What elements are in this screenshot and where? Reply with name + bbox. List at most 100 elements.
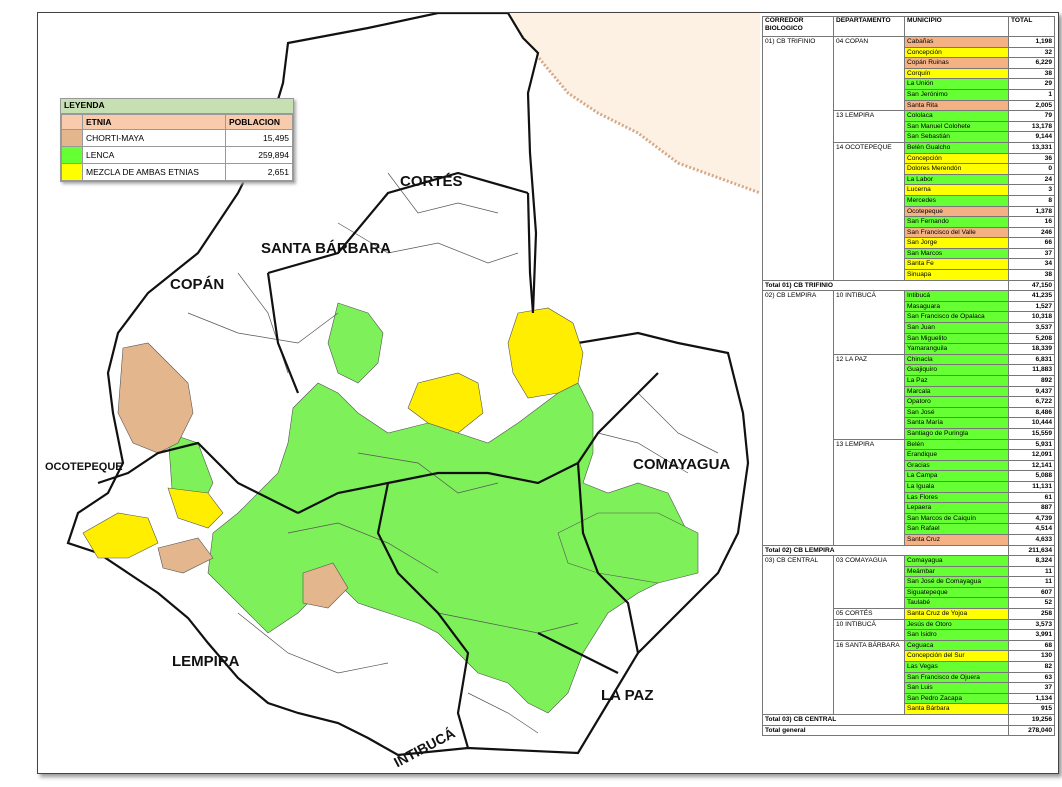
legend-row: MEZCLA DE AMBAS ETNIAS 2,651: [61, 163, 293, 181]
legend-label: CHORTI-MAYA: [82, 129, 226, 147]
municipio-cell: La Labor: [904, 173, 1009, 186]
department-cell: 13 LEMPIRA: [833, 438, 905, 546]
total-cell: 11,883: [1008, 364, 1055, 376]
lenca-region-north: [327, 302, 384, 384]
total-cell: 258: [1008, 608, 1055, 620]
municipio-cell: San Jerónimo: [904, 88, 1009, 101]
total-cell: 32: [1008, 46, 1055, 59]
total-cell: 9,437: [1008, 385, 1055, 398]
municipio-cell: San José: [904, 406, 1009, 419]
municipio-cell: Concepción: [904, 46, 1009, 59]
municipio-cell: Lucerna: [904, 184, 1009, 196]
municipio-cell: Dolores Merendón: [904, 163, 1009, 175]
municipio-cell: Concepción: [904, 152, 1009, 165]
map-figure: CORTÉS SANTA BÁRBARA COPÁN OCOTEPEQUE CO…: [37, 12, 1059, 774]
total-cell: 10,318: [1008, 311, 1055, 324]
table-row: 12 LA PAZ Chinacla 6,831: [763, 353, 1055, 440]
total-cell: 1,198: [1008, 36, 1055, 48]
municipio-cell: La Unión: [904, 78, 1009, 90]
municipio-cell: San Manuel Colohete: [904, 120, 1009, 133]
department-cell: 10 INTIBUCÁ: [833, 618, 905, 641]
legend-label: MEZCLA DE AMBAS ETNIAS: [82, 163, 226, 181]
table-row: Santiago de Puringla 15,559: [763, 427, 1055, 440]
legend-row: LENCA 259,894: [61, 146, 293, 164]
legend-swatch-mezcla: [61, 163, 83, 181]
department-cell: 14 OCOTEPEQUE: [833, 141, 905, 281]
corridor-cell: 03) CB CENTRAL: [762, 555, 834, 715]
table-row: Sinuapa 38: [763, 269, 1055, 281]
municipio-cell: San Juan: [904, 322, 1009, 334]
total-cell: 11: [1008, 576, 1055, 588]
municipio-cell: Lepaera: [904, 502, 1009, 514]
municipio-cell: San Francisco de Opalaca: [904, 311, 1009, 324]
legend-value: 259,894: [225, 146, 293, 164]
legend-header-poblacion: POBLACION: [225, 114, 293, 130]
total-cell: 68: [1008, 639, 1055, 652]
total-cell: 887: [1008, 502, 1055, 514]
municipio-cell: San Rafael: [904, 523, 1009, 535]
table-row: Erandique 12,091: [763, 449, 1055, 461]
corridor-total-row: Total 03) CB CENTRAL 19,256: [762, 714, 1055, 726]
municipio-cell: Siguatepeque: [904, 586, 1009, 599]
table-row: 14 OCOTEPEQUE Belén Gualcho 13,331: [763, 141, 1055, 281]
total-cell: 5,208: [1008, 332, 1055, 345]
dept-label-comayagua: COMAYAGUA: [633, 456, 730, 473]
total-cell: 3,573: [1008, 618, 1055, 631]
total-cell: 15,559: [1008, 427, 1055, 440]
dept-label-copan: COPÁN: [170, 276, 224, 293]
municipio-cell: San Miguelito: [904, 332, 1009, 345]
municipio-cell: Belén Gualcho: [904, 141, 1009, 154]
table-row: San Miguelito 5,208: [763, 332, 1055, 345]
department-cell: 03 COMAYAGUA: [833, 555, 905, 610]
corridor-total-value: 211,634: [1008, 544, 1055, 557]
total-cell: 607: [1008, 586, 1055, 599]
total-cell: 3: [1008, 184, 1055, 196]
table-row: San José 8,486: [763, 406, 1055, 419]
department-cell: 10 INTIBUCÁ: [833, 290, 905, 355]
municipio-cell: San Pedro Zacapa: [904, 692, 1009, 705]
mezcla-region-west: [82, 512, 159, 559]
total-cell: 52: [1008, 597, 1055, 610]
municipio-cell: La Paz: [904, 375, 1009, 387]
municipio-cell: Santiago de Puringla: [904, 427, 1009, 440]
grand-total-row: Total general 278,040: [762, 724, 1055, 737]
municipio-cell: Copán Ruinas: [904, 57, 1009, 69]
corridor-cell: 02) CB LEMPIRA: [762, 290, 834, 546]
total-cell: 38: [1008, 269, 1055, 281]
municipio-cell: Guajiquiro: [904, 364, 1009, 376]
table-row: Marcala 9,437: [763, 385, 1055, 398]
total-cell: 79: [1008, 110, 1055, 122]
table-row: Santa Fe 34: [763, 258, 1055, 271]
municipio-cell: San Sebastián: [904, 131, 1009, 143]
total-cell: 9,144: [1008, 131, 1055, 143]
municipio-cell: Comayagua: [904, 555, 1009, 567]
table-row: Guajiquiro 11,883: [763, 364, 1055, 376]
municipio-cell: San Marcos: [904, 247, 1009, 260]
total-cell: 3,537: [1008, 322, 1055, 334]
table-row: 03) CB CENTRAL 03 COMAYAGUA Comayagua 8,324: [762, 555, 1055, 715]
municipio-cell: La Iguala: [904, 480, 1009, 493]
population-table: CORREDOR BIOLOGICO DEPARTAMENTO MUNICIPI…: [762, 16, 1055, 737]
grand-total-label: Total general: [762, 724, 1009, 737]
total-cell: 1: [1008, 88, 1055, 101]
total-cell: 24: [1008, 173, 1055, 186]
grand-total-value: 278,040: [1008, 724, 1055, 737]
municipio-cell: Meámbar: [904, 565, 1009, 578]
total-cell: 915: [1008, 703, 1055, 715]
legend-header-etnia: ETNIA: [82, 114, 226, 130]
municipio-cell: Marcala: [904, 385, 1009, 398]
total-cell: 18,339: [1008, 343, 1055, 355]
municipio-cell: Santa Fe: [904, 258, 1009, 271]
map-legend: LEYENDA ETNIA POBLACION CHORTI-MAYA 15,4…: [60, 98, 294, 182]
corridor-total-value: 47,150: [1008, 279, 1055, 292]
total-cell: 2,005: [1008, 99, 1055, 112]
total-cell: 10,444: [1008, 417, 1055, 429]
municipio-cell: San Jorge: [904, 237, 1009, 249]
table-row: 13 LEMPIRA Cololaca 79: [763, 110, 1055, 143]
total-cell: 6,722: [1008, 396, 1055, 408]
total-cell: 13,178: [1008, 120, 1055, 133]
legend-label: LENCA: [82, 146, 226, 164]
corridor-total-row: Total 01) CB TRIFINIO 47,150: [762, 279, 1055, 292]
chorti-region: [117, 342, 194, 454]
table-row: San Francisco de Opalaca 10,318: [763, 311, 1055, 324]
